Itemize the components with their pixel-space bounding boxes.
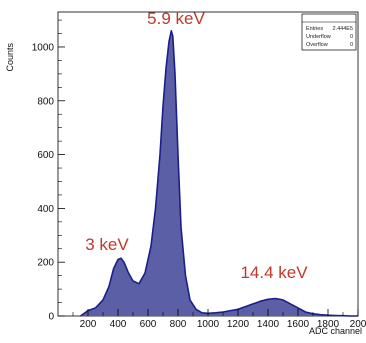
series-line-0 xyxy=(80,30,358,317)
stats-row-label: Underflow xyxy=(306,34,331,40)
annotation-label: 3 keV xyxy=(85,235,129,254)
y-tick-label: 200 xyxy=(37,258,54,269)
annotation-label: 14.4 keV xyxy=(240,263,308,282)
x-axis-title: ADC channel xyxy=(309,326,362,336)
x-tick-label: 800 xyxy=(170,319,187,330)
stats-box-frame xyxy=(301,13,357,51)
plot-area xyxy=(80,30,358,317)
stats-row-value: 2.444E5 xyxy=(333,26,354,32)
stats-row-label: Entries xyxy=(306,26,323,32)
y-tick-label: 600 xyxy=(37,150,54,161)
plot-frame xyxy=(57,11,359,317)
x-tick-label: 200 xyxy=(80,319,97,330)
x-tick-label: 1200 xyxy=(227,319,250,330)
x-tick-label: 1400 xyxy=(257,319,280,330)
y-tick-label: 0 xyxy=(48,312,54,323)
plot-border xyxy=(57,11,359,317)
x-tick-label: 200 xyxy=(350,319,366,330)
y-tick-label: 400 xyxy=(37,204,54,215)
x-tick-label: 1000 xyxy=(197,319,220,330)
annotations: 5.9 keV 3 keV 14.4 keV xyxy=(85,9,308,282)
x-tick-label: 400 xyxy=(110,319,127,330)
stats-row-value: 0 xyxy=(350,42,353,48)
y-tick-label: 1000 xyxy=(32,42,55,53)
x-tick-label: 1600 xyxy=(287,319,310,330)
x-tick-label: 600 xyxy=(140,319,157,330)
y-axis-title: Counts xyxy=(5,43,15,72)
x-tick-label: 1800 xyxy=(317,319,340,330)
stats-row-label: Overflow xyxy=(306,42,328,48)
annotation-label: 5.9 keV xyxy=(147,9,205,28)
stats-row-value: 0 xyxy=(350,34,353,40)
y-tick-label: 800 xyxy=(37,96,54,107)
axes: 200 400 600 800 1000 1200 1400 1600 1800 20002004… xyxy=(32,19,366,330)
